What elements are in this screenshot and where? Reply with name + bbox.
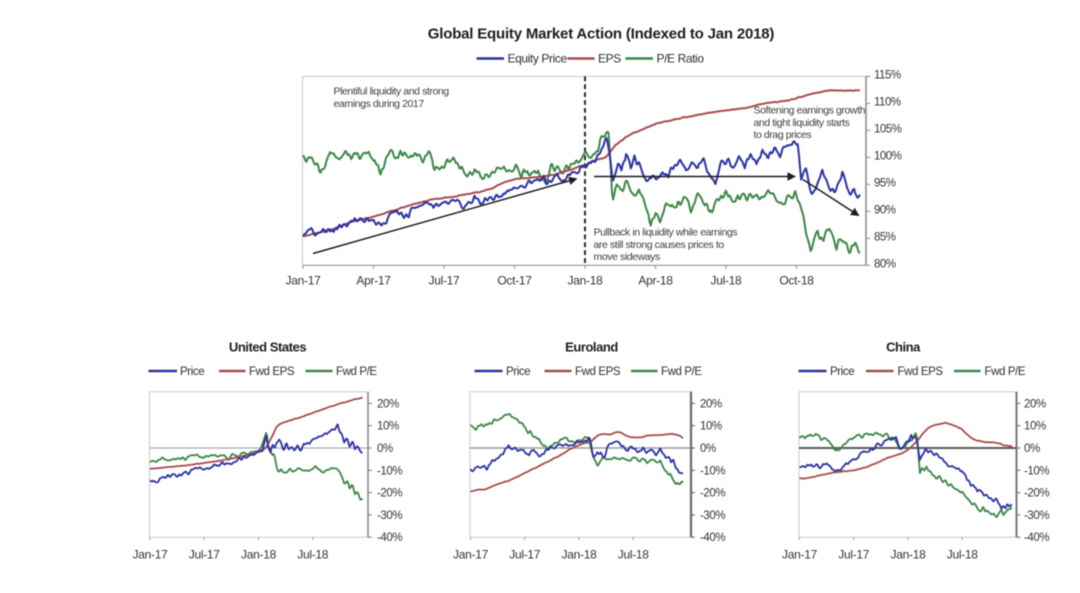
svg-text:Apr-18: Apr-18: [638, 274, 673, 288]
svg-text:Global Equity Market Action (I: Global Equity Market Action (Indexed to …: [428, 26, 775, 43]
svg-text:80%: 80%: [874, 258, 896, 270]
svg-text:-30%: -30%: [377, 510, 402, 522]
svg-text:20%: 20%: [1024, 398, 1046, 410]
svg-text:85%: 85%: [874, 231, 896, 243]
svg-text:Jan-17: Jan-17: [286, 274, 322, 288]
svg-text:-40%: -40%: [377, 532, 402, 544]
svg-text:Apr-17: Apr-17: [356, 274, 391, 288]
svg-text:Price: Price: [180, 366, 204, 378]
svg-text:Oct-18: Oct-18: [779, 274, 814, 288]
svg-text:Jul-17: Jul-17: [429, 274, 461, 288]
svg-text:-20%: -20%: [700, 488, 725, 500]
svg-text:0%: 0%: [1024, 443, 1040, 455]
svg-text:105%: 105%: [874, 123, 902, 135]
svg-text:Jul-17: Jul-17: [838, 548, 870, 562]
svg-text:20%: 20%: [700, 398, 722, 410]
svg-text:100%: 100%: [874, 150, 902, 162]
svg-text:-10%: -10%: [377, 465, 402, 477]
svg-text:Jan-17: Jan-17: [133, 548, 169, 562]
svg-text:Fwd EPS: Fwd EPS: [898, 366, 944, 378]
svg-text:Jul-18: Jul-18: [297, 548, 329, 562]
svg-text:Equity Price: Equity Price: [508, 52, 568, 66]
svg-text:10%: 10%: [377, 421, 399, 433]
svg-text:Jul-17: Jul-17: [509, 548, 541, 562]
svg-text:-10%: -10%: [1024, 465, 1049, 477]
svg-text:Jul-17: Jul-17: [189, 548, 221, 562]
svg-text:Jul-18: Jul-18: [711, 274, 743, 288]
svg-text:-10%: -10%: [700, 465, 725, 477]
svg-text:China: China: [886, 340, 921, 355]
svg-text:Plentiful liquidity and strong: Plentiful liquidity and strong earnings d…: [334, 86, 450, 110]
svg-text:-40%: -40%: [1024, 532, 1049, 544]
svg-text:Jul-18: Jul-18: [618, 548, 650, 562]
svg-text:0%: 0%: [377, 443, 393, 455]
svg-text:Jan-18: Jan-18: [891, 548, 927, 562]
svg-text:-30%: -30%: [700, 510, 725, 522]
svg-text:Oct-17: Oct-17: [497, 274, 532, 288]
svg-text:Fwd P/E: Fwd P/E: [336, 366, 377, 378]
svg-text:-20%: -20%: [377, 488, 402, 500]
svg-text:Price: Price: [830, 366, 854, 378]
svg-text:115%: 115%: [874, 69, 901, 81]
svg-text:10%: 10%: [700, 421, 722, 433]
svg-text:EPS: EPS: [598, 52, 621, 66]
svg-text:Jan-18: Jan-18: [241, 548, 277, 562]
svg-text:Jan-18: Jan-18: [562, 548, 598, 562]
svg-text:Fwd P/E: Fwd P/E: [661, 366, 702, 378]
svg-text:Pullback in liquidity while ea: Pullback in liquidity while earnings are …: [594, 227, 738, 264]
svg-text:10%: 10%: [1024, 421, 1046, 433]
svg-text:0%: 0%: [700, 443, 716, 455]
svg-text:Jan-17: Jan-17: [782, 548, 818, 562]
svg-text:Euroland: Euroland: [565, 340, 618, 355]
svg-text:Jan-17: Jan-17: [453, 548, 489, 562]
svg-text:95%: 95%: [874, 177, 896, 189]
svg-text:-30%: -30%: [1024, 510, 1049, 522]
svg-text:Price: Price: [506, 366, 530, 378]
svg-text:P/E Ratio: P/E Ratio: [657, 52, 705, 66]
svg-text:Jul-18: Jul-18: [947, 548, 979, 562]
svg-text:Fwd P/E: Fwd P/E: [985, 366, 1026, 378]
svg-text:Fwd EPS: Fwd EPS: [575, 366, 621, 378]
svg-text:-40%: -40%: [700, 532, 725, 544]
svg-text:90%: 90%: [874, 204, 896, 216]
svg-text:United States: United States: [229, 340, 306, 355]
svg-text:Fwd EPS: Fwd EPS: [249, 366, 295, 378]
svg-text:Jan-18: Jan-18: [568, 274, 604, 288]
svg-text:20%: 20%: [377, 398, 399, 410]
svg-text:110%: 110%: [874, 96, 901, 108]
svg-text:-20%: -20%: [1024, 488, 1049, 500]
